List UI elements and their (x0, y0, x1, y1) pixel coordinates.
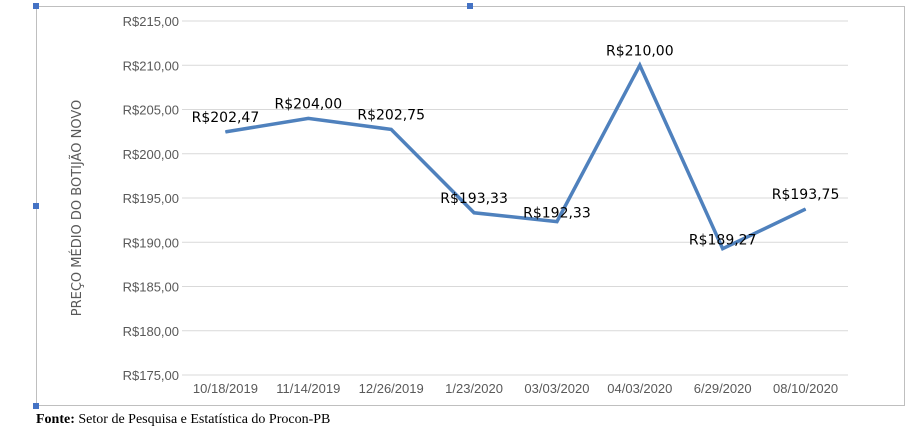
data-point (805, 208, 807, 210)
y-axis-tick-labels: R$175,00 R$180,00 R$185,00 R$190,00 R$195,00… (123, 14, 179, 383)
y-tick-label: R$190,00 (123, 235, 179, 250)
y-tick-label: R$195,00 (123, 191, 179, 206)
x-tick-label: 10/18/2019 (193, 381, 258, 396)
y-tick-label: R$180,00 (123, 324, 179, 339)
x-tick-label: 12/26/2019 (359, 381, 424, 396)
source-note: Fonte: Setor de Pesquisa e Estatística d… (36, 412, 330, 428)
y-axis-title: PREÇO MÉDIO DO BOTIJÃO NOVO (69, 100, 85, 317)
top-left-resize-handle[interactable] (33, 3, 39, 9)
data-label: R$192,33 (523, 206, 591, 222)
y-tick-label: R$215,00 (123, 14, 179, 29)
x-tick-label: 1/23/2020 (445, 381, 503, 396)
data-point (224, 131, 226, 133)
bottom-left-resize-handle[interactable] (33, 403, 39, 409)
data-label: R$193,75 (772, 187, 840, 203)
source-prefix: Fonte: (36, 412, 75, 427)
data-label: R$193,33 (440, 191, 508, 207)
top-center-resize-handle[interactable] (467, 3, 473, 9)
source-text: Setor de Pesquisa e Estatística do Proco… (74, 412, 331, 427)
y-tick-label: R$200,00 (123, 147, 179, 162)
y-tick-label: R$175,00 (123, 368, 179, 383)
x-tick-label: 04/03/2020 (607, 381, 672, 396)
line-chart: R$175,00 R$180,00 R$185,00 R$190,00 R$195,00… (69, 14, 848, 396)
data-label: R$210,00 (606, 43, 674, 59)
y-tick-label: R$210,00 (123, 58, 179, 73)
x-axis-tick-labels: 10/18/2019 11/14/2019 12/26/2019 1/23/2020 0… (193, 381, 838, 396)
data-label: R$202,47 (192, 110, 260, 126)
data-point (722, 248, 724, 250)
data-label: R$202,75 (357, 107, 425, 123)
data-label: R$204,00 (275, 96, 343, 112)
data-point (556, 221, 558, 223)
x-tick-label: 03/03/2020 (524, 381, 589, 396)
y-tick-label: R$185,00 (123, 280, 179, 295)
x-tick-label: 08/10/2020 (773, 381, 838, 396)
data-label: R$189,27 (689, 233, 757, 249)
left-center-resize-handle[interactable] (33, 203, 39, 209)
data-point (639, 64, 641, 66)
series-line (225, 61, 807, 252)
data-point (473, 212, 475, 214)
price-series (224, 61, 807, 252)
data-point (390, 128, 392, 130)
gridlines (182, 20, 848, 376)
x-tick-label: 6/29/2020 (694, 381, 752, 396)
x-tick-label: 11/14/2019 (276, 381, 340, 396)
data-point (307, 117, 309, 119)
data-labels: R$202,47 R$204,00 R$202,75 R$193,33 R$192,33… (192, 43, 840, 248)
y-tick-label: R$205,00 (123, 103, 179, 118)
